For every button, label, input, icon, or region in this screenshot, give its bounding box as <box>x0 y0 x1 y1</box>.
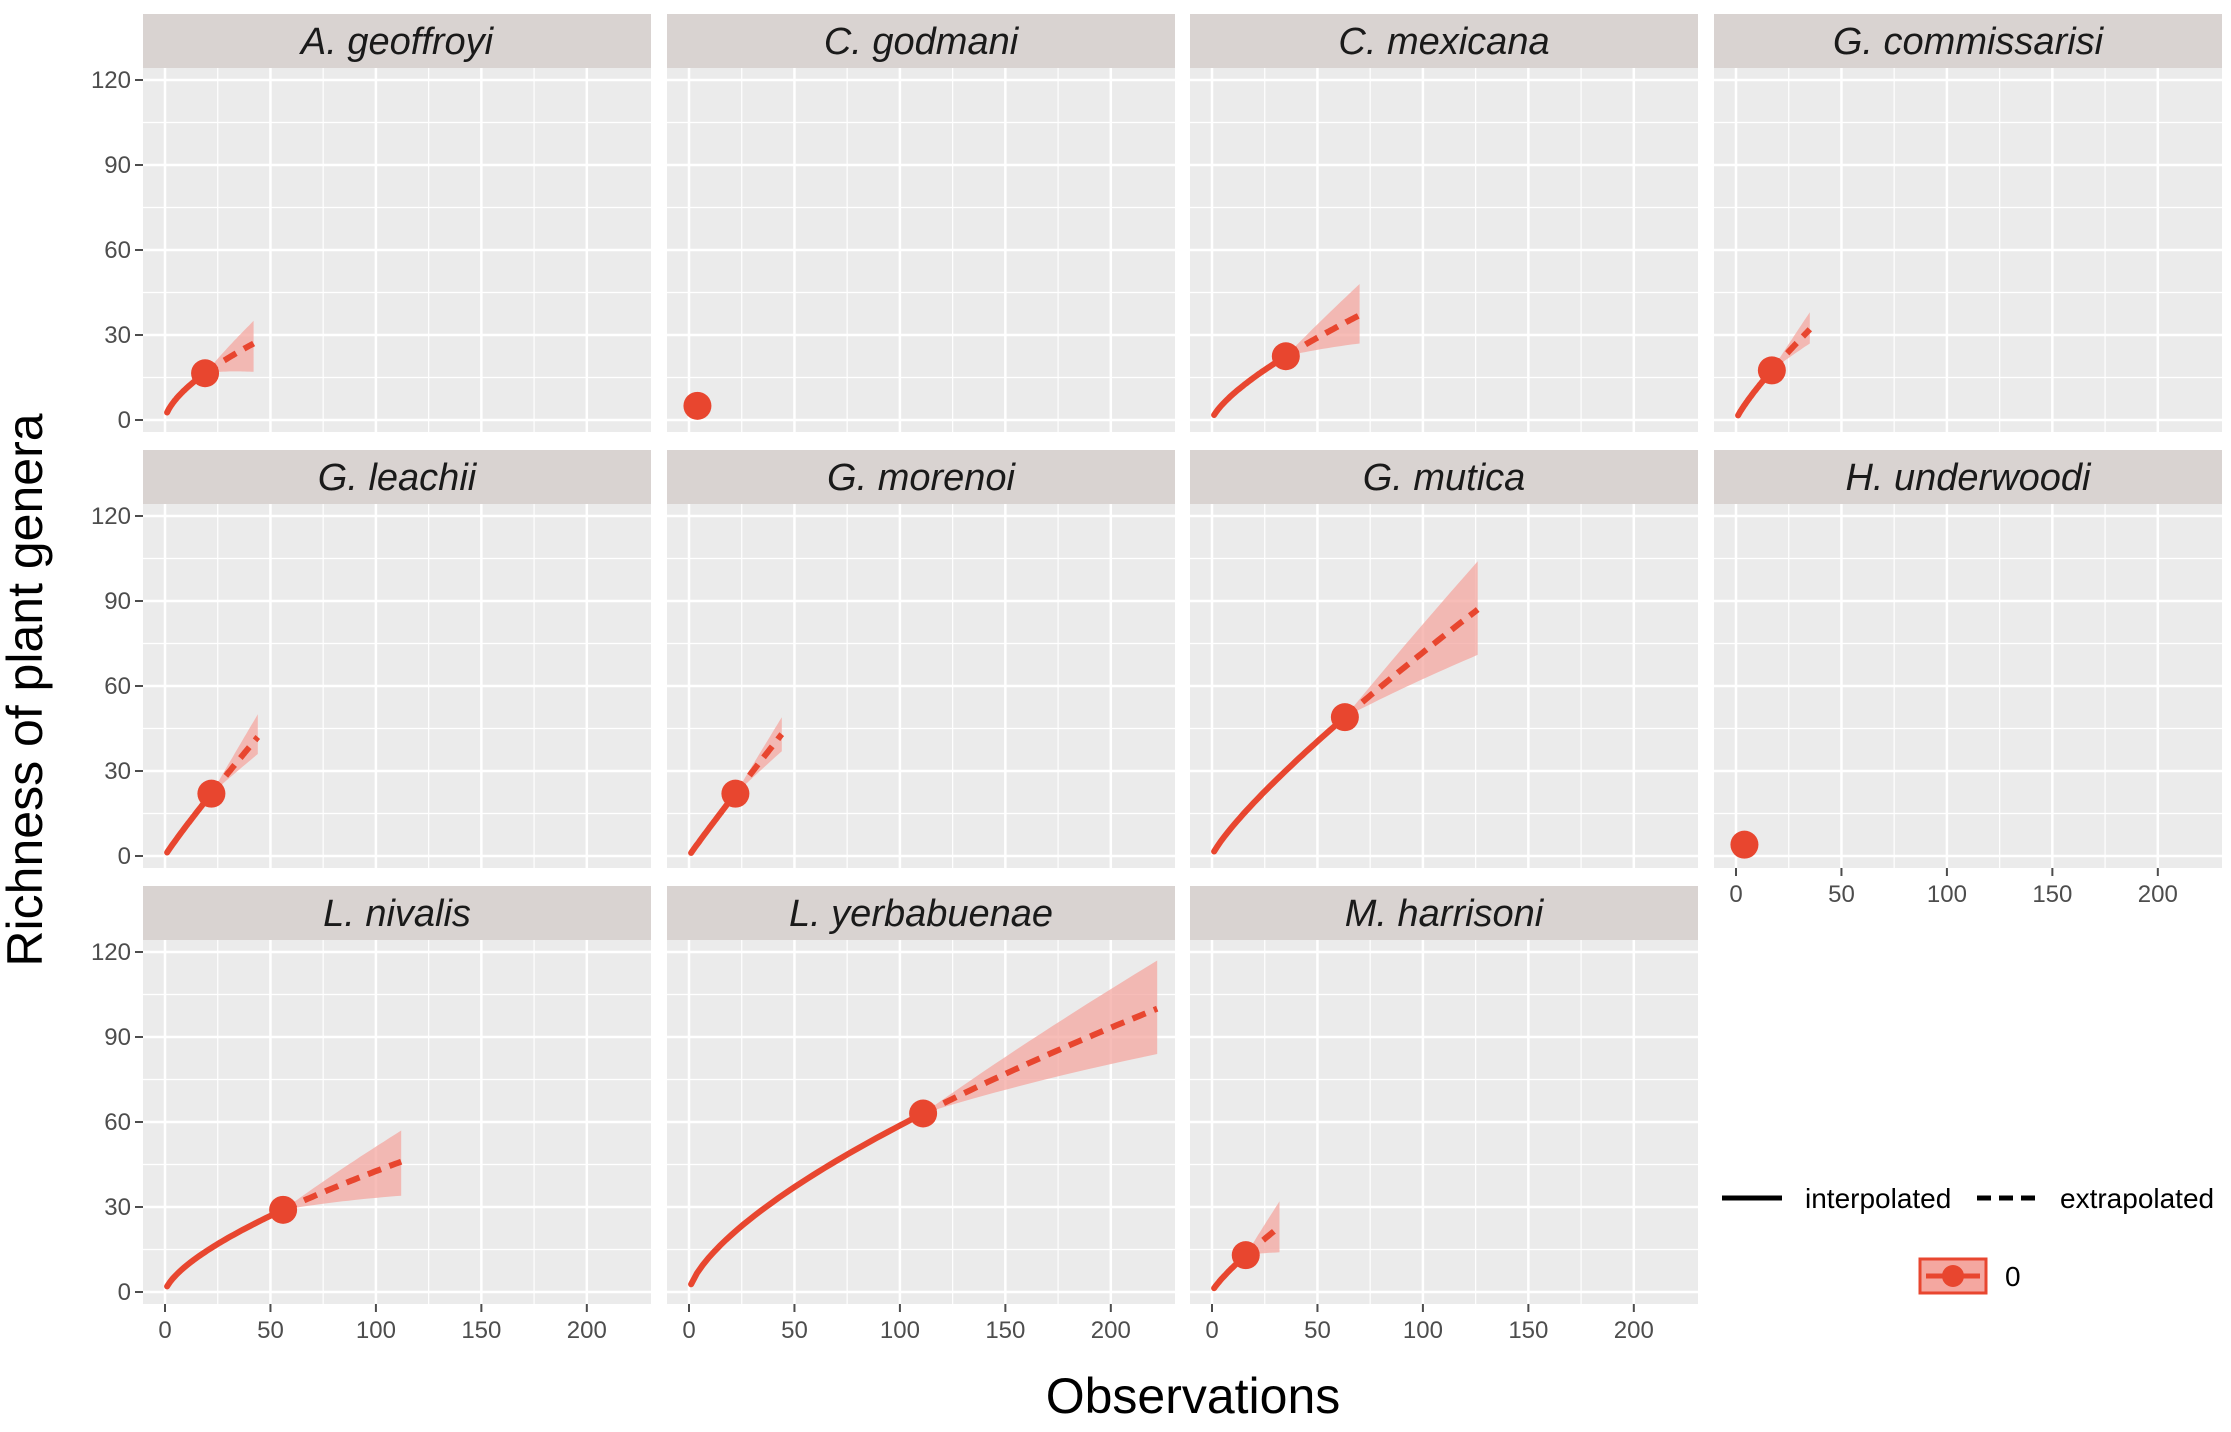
legend-group-label: 0 <box>2005 1261 2021 1292</box>
facet-title: G. commissarisi <box>1833 21 2105 63</box>
x-tick-label: 0 <box>1729 881 1742 908</box>
facet-panel-h-underwoodi: H. underwoodi 0 50 100 150 200 <box>1714 450 2222 908</box>
observed-point <box>721 779 750 808</box>
facet-strip <box>1714 14 2222 68</box>
x-tick-label: 50 <box>257 1317 284 1344</box>
facet-strip <box>1714 450 2222 504</box>
y-tick-label: 0 <box>118 407 131 434</box>
x-tick-label: 200 <box>1614 1317 1654 1344</box>
x-tick-label: 200 <box>1091 1317 1131 1344</box>
x-tick-label: 150 <box>461 1317 501 1344</box>
facet-panel-l-yerbabuenae: L. yerbabuenae 0 50 100 150 200 <box>667 886 1175 1344</box>
facet-title: L. nivalis <box>323 893 471 935</box>
y-tick-label: 90 <box>104 588 131 615</box>
facet-strip <box>143 14 651 68</box>
facet-title: G. leachii <box>318 457 478 499</box>
interpolated-line <box>164 1206 287 1290</box>
facet-panels: A. geoffroyi 0 30 60 90 120 C. godmani C. mexic… <box>91 14 2222 1344</box>
facet-title: G. morenoi <box>827 457 1017 499</box>
observed-point <box>1730 830 1759 859</box>
facet-strip <box>667 450 1175 504</box>
y-tick-label: 120 <box>91 939 131 966</box>
interpolated-line <box>1211 714 1348 855</box>
y-tick-label: 90 <box>104 152 131 179</box>
x-tick-label: 100 <box>1403 1317 1443 1344</box>
legend-interpolated-label: interpolated <box>1805 1183 1951 1214</box>
observed-point <box>1330 703 1359 732</box>
facet-strip <box>667 14 1175 68</box>
extrapolated-line <box>1342 607 1480 720</box>
facet-panel-g-mutica: G. mutica <box>1190 450 1698 868</box>
facet-strip <box>1190 14 1698 68</box>
facet-panel-a-geoffroyi: A. geoffroyi 0 30 60 90 120 <box>91 14 651 434</box>
facet-panel-g-morenoi: G. morenoi <box>667 450 1175 868</box>
y-tick-label: 90 <box>104 1024 131 1051</box>
facet-title: C. godmani <box>824 21 1020 63</box>
x-tick-label: 200 <box>567 1317 607 1344</box>
interpolated-line <box>688 1110 927 1288</box>
facet-strip <box>1190 450 1698 504</box>
facet-panel-c-mexicana: C. mexicana <box>1190 14 1698 432</box>
facet-strip <box>143 450 651 504</box>
interpolated-line <box>1211 353 1289 418</box>
y-tick-label: 120 <box>91 67 131 94</box>
facet-title: C. mexicana <box>1338 21 1549 63</box>
y-tick-label: 60 <box>104 673 131 700</box>
facet-title: L. yerbabuenae <box>789 893 1053 935</box>
facet-strip <box>667 886 1175 940</box>
facet-panel-g-leachii: G. leachii 0 30 60 90 120 <box>91 450 651 870</box>
facet-panel-m-harrisoni: M. harrisoni 0 50 100 150 200 <box>1190 886 1698 1344</box>
observed-point <box>191 359 220 388</box>
x-tick-label: 0 <box>682 1317 695 1344</box>
facet-title: G. mutica <box>1363 457 1526 499</box>
legend-extrapolated-label: extrapolated <box>2060 1183 2214 1214</box>
y-axis-title: Richness of plant genera <box>0 413 53 966</box>
observed-point <box>1231 1241 1260 1270</box>
facet-title: A. geoffroyi <box>299 21 495 63</box>
observed-point <box>683 391 712 420</box>
x-tick-label: 200 <box>2138 881 2178 908</box>
facet-strip <box>1190 886 1698 940</box>
y-tick-label: 30 <box>104 322 131 349</box>
y-tick-label: 30 <box>104 1194 131 1221</box>
observed-point <box>1271 342 1300 371</box>
observed-point <box>197 779 226 808</box>
observed-point <box>909 1099 938 1128</box>
x-tick-label: 150 <box>985 1317 1025 1344</box>
extrapolated-line <box>1284 312 1361 359</box>
y-tick-label: 0 <box>118 1279 131 1306</box>
facet-panel-g-commissarisi: G. commissarisi <box>1714 14 2222 432</box>
x-tick-label: 0 <box>158 1317 171 1344</box>
y-tick-label: 30 <box>104 758 131 785</box>
x-tick-label: 150 <box>1508 1317 1548 1344</box>
facet-panel-c-godmani: C. godmani <box>667 14 1175 432</box>
observed-point <box>269 1195 298 1224</box>
x-tick-label: 100 <box>1927 881 1967 908</box>
x-tick-label: 50 <box>1828 881 1855 908</box>
extrapolated-line <box>921 1005 1159 1117</box>
facet-strip <box>143 886 651 940</box>
facet-title: H. underwoodi <box>1845 457 2092 499</box>
x-tick-label: 50 <box>1304 1317 1331 1344</box>
observed-point <box>1757 356 1786 385</box>
y-tick-label: 60 <box>104 1109 131 1136</box>
x-tick-label: 150 <box>2032 881 2072 908</box>
y-tick-label: 120 <box>91 503 131 530</box>
facet-title: M. harrisoni <box>1345 893 1545 935</box>
y-tick-label: 60 <box>104 237 131 264</box>
x-tick-label: 100 <box>880 1317 920 1344</box>
confidence-ribbon <box>691 960 1158 1286</box>
x-axis-title: Observations <box>1046 1368 1341 1424</box>
x-tick-label: 0 <box>1205 1317 1218 1344</box>
y-tick-label: 0 <box>118 843 131 870</box>
legend-group-swatch-point <box>1942 1265 1964 1287</box>
x-tick-label: 100 <box>356 1317 396 1344</box>
legend: interpolated extrapolated 0 <box>1722 1183 2214 1295</box>
facet-panel-l-nivalis: L. nivalis 0 30 60 90 120 0 50 100 150 200 <box>91 886 651 1344</box>
x-tick-label: 50 <box>781 1317 808 1344</box>
